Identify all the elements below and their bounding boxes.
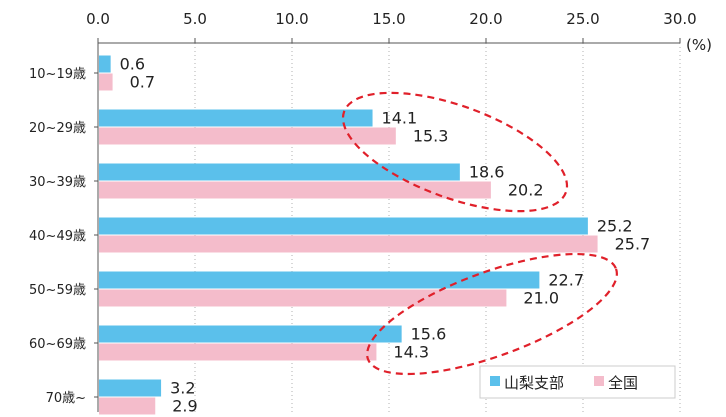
bar-national bbox=[99, 73, 113, 91]
category-label: 10~19歳 bbox=[29, 67, 86, 82]
data-label: 25.7 bbox=[615, 235, 651, 254]
bar-yamanashi bbox=[99, 55, 111, 73]
legend-swatch-national bbox=[594, 376, 604, 386]
highlight-annotations bbox=[341, 91, 618, 376]
bars-group bbox=[99, 55, 598, 415]
legend-label-national: 全国 bbox=[608, 374, 638, 392]
x-tick-label: 15.0 bbox=[372, 10, 405, 28]
data-label: 20.2 bbox=[508, 181, 544, 200]
x-tick-label: 0.0 bbox=[86, 10, 110, 28]
data-label: 0.7 bbox=[130, 73, 155, 92]
data-label: 25.2 bbox=[597, 217, 633, 236]
data-label: 15.6 bbox=[411, 325, 447, 344]
category-label: 50~59歳 bbox=[29, 283, 86, 298]
bar-yamanashi bbox=[99, 325, 402, 343]
x-tick-label: 25.0 bbox=[566, 10, 599, 28]
x-tick-label: 20.0 bbox=[469, 10, 502, 28]
data-label: 3.2 bbox=[170, 379, 195, 398]
bar-national bbox=[99, 181, 491, 199]
category-label: 40~49歳 bbox=[29, 229, 86, 244]
legend-swatch-yamanashi bbox=[490, 376, 500, 386]
data-labels-group: 0.60.7 14.115.3 18.620.2 25.225.7 22.721.0 15… bbox=[120, 55, 651, 416]
legend: 山梨支部 全国 bbox=[479, 365, 676, 399]
data-label: 14.1 bbox=[382, 109, 418, 128]
bar-national bbox=[99, 397, 156, 415]
category-label: 20~29歳 bbox=[29, 121, 86, 136]
data-label: 22.7 bbox=[548, 271, 584, 290]
legend-box bbox=[479, 365, 676, 399]
data-label: 0.6 bbox=[120, 55, 145, 74]
data-label: 2.9 bbox=[172, 397, 197, 416]
x-tick-label: 10.0 bbox=[275, 10, 308, 28]
category-label: 70歳~ bbox=[46, 391, 86, 406]
x-tick-label: 5.0 bbox=[183, 10, 207, 28]
bar-yamanashi bbox=[99, 379, 162, 397]
unit-label: (%) bbox=[686, 36, 712, 54]
bar-yamanashi bbox=[99, 217, 588, 235]
category-label: 60~69歳 bbox=[29, 337, 86, 352]
highlight-ellipse bbox=[341, 91, 569, 213]
bar-national bbox=[99, 235, 598, 253]
bar-national bbox=[99, 289, 507, 307]
legend-label-yamanashi: 山梨支部 bbox=[504, 374, 564, 392]
data-label: 14.3 bbox=[393, 343, 429, 362]
bar-national bbox=[99, 343, 377, 361]
data-label: 18.6 bbox=[469, 163, 505, 182]
x-tick-label: 30.0 bbox=[663, 10, 696, 28]
bar-yamanashi bbox=[99, 271, 540, 289]
bar-national bbox=[99, 127, 396, 145]
data-label: 21.0 bbox=[523, 289, 559, 308]
data-label: 15.3 bbox=[413, 127, 449, 146]
highlight-ellipse bbox=[366, 252, 618, 376]
category-label: 30~39歳 bbox=[29, 175, 86, 190]
axes: 0.0 5.0 10.0 15.0 20.0 25.0 30.0 (%) 10~19歳 20~29… bbox=[29, 10, 712, 412]
bar-yamanashi bbox=[99, 163, 460, 181]
bar-yamanashi bbox=[99, 109, 373, 127]
